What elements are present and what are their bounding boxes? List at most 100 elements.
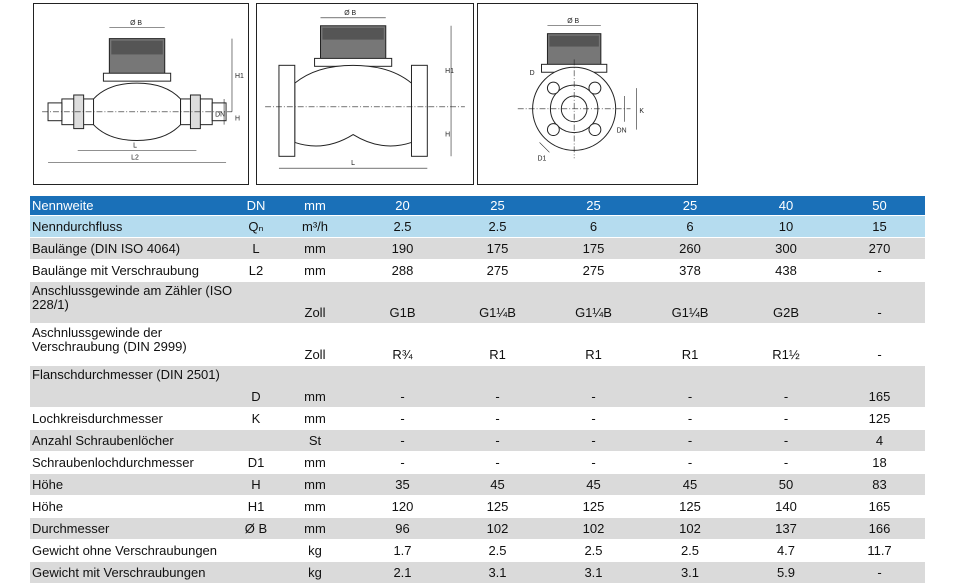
row-value: 140 bbox=[738, 495, 834, 518]
row-value: 10 bbox=[738, 215, 834, 238]
drawing-flanged-meter-front: Ø B D K DN D1 bbox=[477, 3, 698, 185]
row-value: - bbox=[545, 365, 642, 408]
row-label: Durchmesser bbox=[30, 517, 237, 540]
row-value: - bbox=[834, 259, 925, 282]
row-value: - bbox=[738, 429, 834, 452]
row-label: Aschnlussgewinde der Verschraubung (DIN … bbox=[30, 323, 237, 366]
row-value: 45 bbox=[642, 473, 738, 496]
header-value: 25 bbox=[450, 196, 545, 216]
row-value: 2.5 bbox=[450, 215, 545, 238]
row-symbol: L bbox=[237, 237, 275, 260]
row-value: R¾ bbox=[355, 323, 450, 366]
row-unit: kg bbox=[275, 561, 355, 584]
row-value: - bbox=[545, 407, 642, 430]
row-value: 35 bbox=[355, 473, 450, 496]
row-symbol bbox=[237, 281, 275, 324]
row-symbol: H bbox=[237, 473, 275, 496]
row-label: Höhe bbox=[30, 495, 237, 518]
dim-label-d: D bbox=[530, 70, 535, 77]
row-value: 102 bbox=[545, 517, 642, 540]
row-value: - bbox=[355, 365, 450, 408]
row-symbol bbox=[237, 561, 275, 584]
row-value: 120 bbox=[355, 495, 450, 518]
row-value: - bbox=[545, 451, 642, 474]
dim-label-h1: H1 bbox=[235, 73, 244, 80]
row-unit: mm bbox=[275, 495, 355, 518]
row-value: 6 bbox=[642, 215, 738, 238]
row-label: Anzahl Schraubenlöcher bbox=[30, 429, 237, 452]
table-row: Anzahl Schraubenlöcher St - - - - -4 bbox=[30, 429, 925, 452]
row-value: 4.7 bbox=[738, 539, 834, 562]
row-value: 175 bbox=[450, 237, 545, 260]
row-value: 166 bbox=[834, 517, 925, 540]
row-value: 175 bbox=[545, 237, 642, 260]
table-row: Anschlussgewinde am Zähler (ISO 228/1) Zo… bbox=[30, 281, 925, 324]
row-value: 15 bbox=[834, 215, 925, 238]
row-value: 96 bbox=[355, 517, 450, 540]
row-label: Nenndurchfluss bbox=[30, 215, 237, 238]
row-unit: mm bbox=[275, 407, 355, 430]
row-value: 102 bbox=[642, 517, 738, 540]
row-label: Baulänge mit Verschraubung bbox=[30, 259, 237, 282]
row-value: 18 bbox=[834, 451, 925, 474]
header-symbol: DN bbox=[237, 196, 275, 216]
row-value: 1.7 bbox=[355, 539, 450, 562]
row-value: R1 bbox=[450, 323, 545, 366]
row-value: 4 bbox=[834, 429, 925, 452]
row-label: Anschlussgewinde am Zähler (ISO 228/1) bbox=[30, 281, 237, 324]
row-symbol bbox=[237, 539, 275, 562]
row-value: - bbox=[450, 429, 545, 452]
row-value: 3.1 bbox=[642, 561, 738, 584]
row-symbol: Qₙ bbox=[237, 215, 275, 238]
row-value: G1¼B bbox=[450, 281, 545, 324]
table-row: Baulänge mit Verschraubung L2 mm 288 275 275 3… bbox=[30, 259, 925, 282]
row-value: 125 bbox=[642, 495, 738, 518]
row-unit: St bbox=[275, 429, 355, 452]
table-row: Gewicht mit Verschraubungen kg 2.1 3.1 3.1 3.… bbox=[30, 561, 925, 584]
row-value: - bbox=[450, 365, 545, 408]
row-value: 378 bbox=[642, 259, 738, 282]
row-unit: mm bbox=[275, 517, 355, 540]
row-value: 438 bbox=[738, 259, 834, 282]
dim-label-k: K bbox=[639, 108, 644, 115]
row-value: - bbox=[642, 407, 738, 430]
row-unit: Zoll bbox=[275, 323, 355, 366]
row-value: 137 bbox=[738, 517, 834, 540]
row-value: - bbox=[355, 407, 450, 430]
row-value: R1½ bbox=[738, 323, 834, 366]
row-value: 50 bbox=[738, 473, 834, 496]
row-value: G2B bbox=[738, 281, 834, 324]
row-value: 45 bbox=[545, 473, 642, 496]
row-label: Gewicht ohne Verschraubungen bbox=[30, 539, 237, 562]
header-value: 25 bbox=[642, 196, 738, 216]
row-unit: mm bbox=[275, 451, 355, 474]
specs-table: Nennweite DN mm 20 25 25 25 40 50 Nenndu… bbox=[30, 196, 925, 584]
row-value: 6 bbox=[545, 215, 642, 238]
table-row: Gewicht ohne Verschraubungen kg 1.7 2.5 2.5 2… bbox=[30, 539, 925, 562]
row-value: 5.9 bbox=[738, 561, 834, 584]
row-value: 165 bbox=[834, 495, 925, 518]
dim-label-b-2: Ø B bbox=[344, 10, 356, 17]
header-value: 20 bbox=[355, 196, 450, 216]
row-symbol bbox=[237, 429, 275, 452]
dim-label-b: Ø B bbox=[130, 20, 142, 27]
row-value: - bbox=[642, 365, 738, 408]
row-symbol bbox=[237, 323, 275, 366]
row-symbol: Ø B bbox=[237, 517, 275, 540]
row-value: - bbox=[834, 323, 925, 366]
row-value: - bbox=[355, 429, 450, 452]
row-value: 2.1 bbox=[355, 561, 450, 584]
dim-label-l2: L2 bbox=[131, 154, 139, 161]
row-value: 190 bbox=[355, 237, 450, 260]
row-value: - bbox=[545, 429, 642, 452]
row-symbol: H1 bbox=[237, 495, 275, 518]
row-label: Höhe bbox=[30, 473, 237, 496]
drawing-threaded-meter: Ø B H1 DN H L L2 bbox=[33, 3, 249, 185]
row-value: 2.5 bbox=[545, 539, 642, 562]
row-unit: mm bbox=[275, 237, 355, 260]
row-value: - bbox=[642, 429, 738, 452]
table-row: Schraubenlochdurchmesser D1 mm - - - - -18 bbox=[30, 451, 925, 474]
dim-label-dn-3: DN bbox=[617, 128, 627, 135]
